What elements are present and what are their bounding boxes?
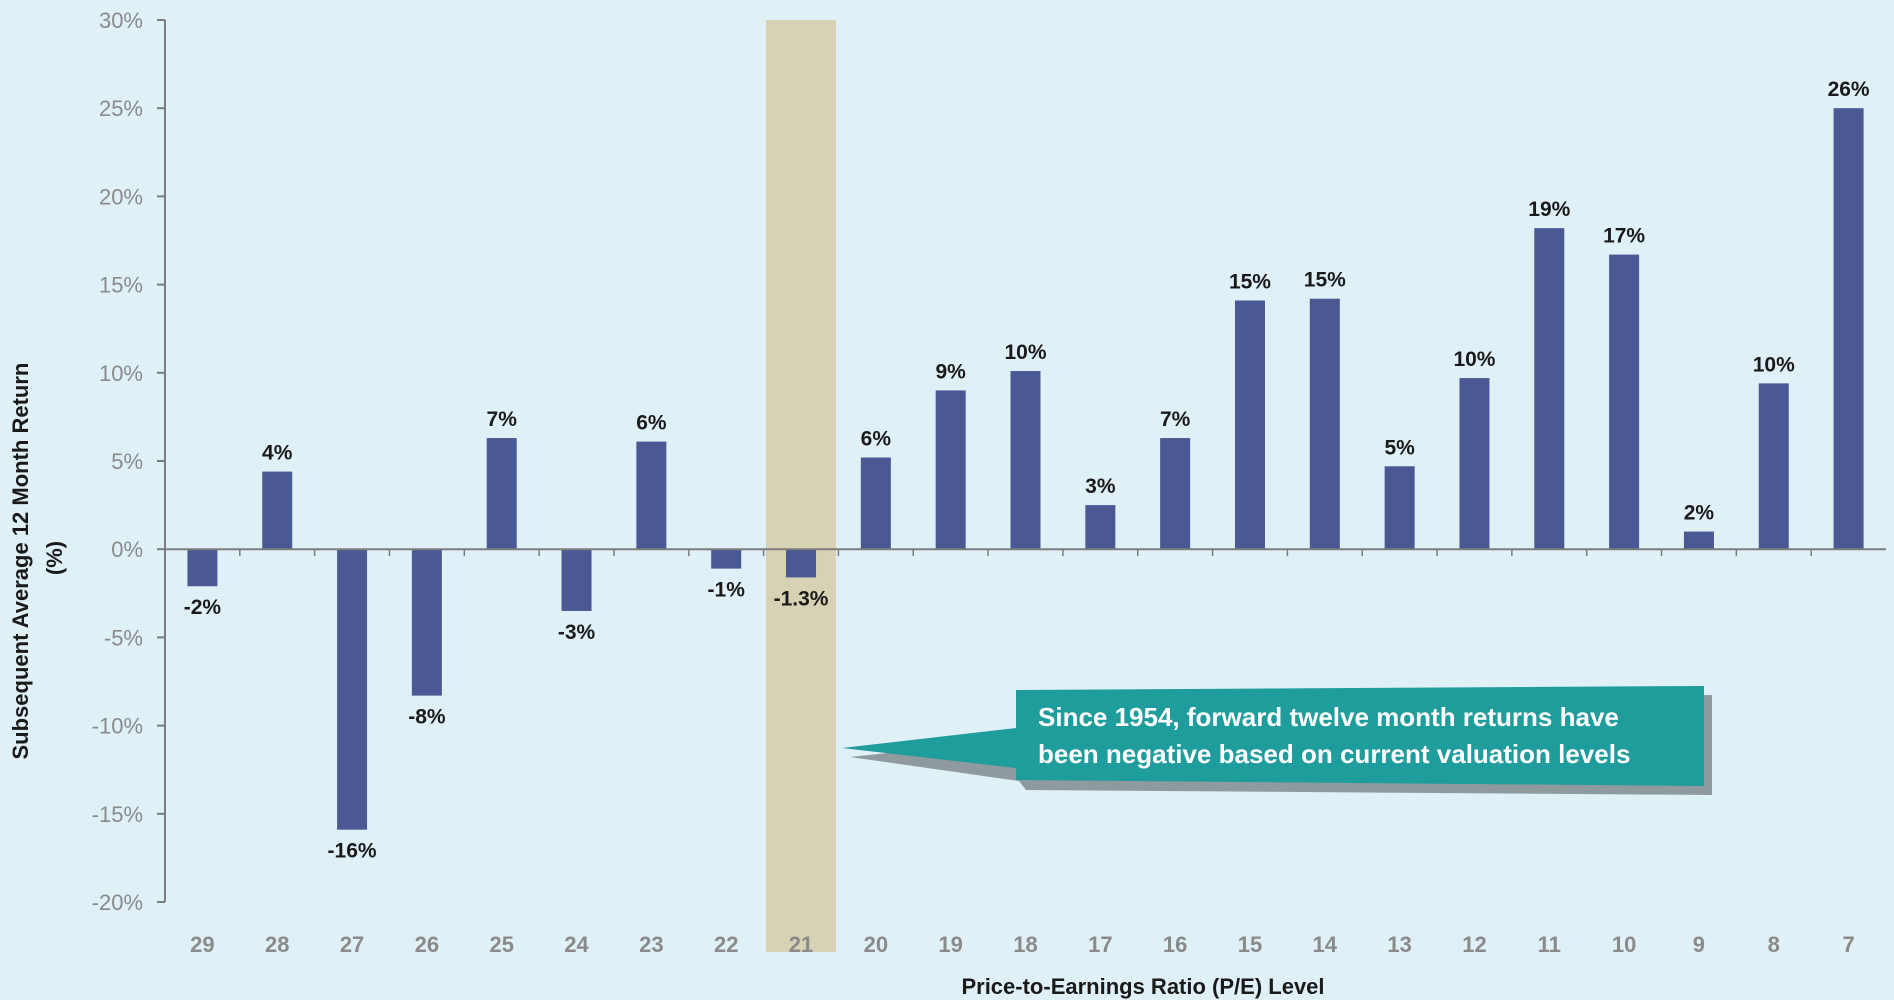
bar <box>262 471 293 550</box>
data-label: -3% <box>558 621 596 644</box>
y-tick-label: 0% <box>111 537 143 562</box>
data-labels-layer: -2% 4% -16% -8% 7% -3% 6% -1% -1.3% 6% 9% 10% 3% 7% 15… <box>184 78 1870 862</box>
callout-line-1: Since 1954, forward twelve month returns… <box>1038 702 1619 732</box>
x-tick-label: 21 <box>789 932 813 957</box>
data-label: -8% <box>408 706 446 729</box>
bar <box>711 549 742 569</box>
data-label: 19% <box>1528 198 1570 221</box>
highlight-band-layer <box>766 20 837 952</box>
y-axis-title-line-1: Subsequent Average 12 Month Return <box>8 363 33 760</box>
data-label: 2% <box>1684 502 1715 525</box>
data-label: 10% <box>1453 348 1495 371</box>
x-tick-label: 25 <box>489 932 513 957</box>
bar <box>935 390 966 550</box>
bar <box>337 549 368 830</box>
bar <box>1309 298 1340 550</box>
x-tick-label: 27 <box>340 932 364 957</box>
bar <box>786 549 817 578</box>
bar <box>1085 505 1116 550</box>
x-tick-label: 12 <box>1462 932 1486 957</box>
x-tick-label: 17 <box>1088 932 1112 957</box>
bar <box>1010 371 1041 550</box>
y-tick-label: -20% <box>92 890 143 915</box>
x-tick-label: 14 <box>1313 932 1338 957</box>
x-tick-label: 23 <box>639 932 663 957</box>
y-tick-label: 25% <box>99 96 143 121</box>
y-tick-label: 15% <box>99 273 143 298</box>
y-tick-label: 20% <box>99 184 143 209</box>
data-label: 7% <box>487 408 518 431</box>
bar <box>1234 300 1265 550</box>
callout-text: Since 1954, forward twelve month returns… <box>1038 702 1630 769</box>
y-tick-label: -15% <box>92 802 143 827</box>
x-tick-label: 10 <box>1612 932 1636 957</box>
x-tick-label: 9 <box>1693 932 1705 957</box>
callout-box <box>842 686 1704 786</box>
bar <box>561 549 592 611</box>
x-tick-label: 26 <box>415 932 439 957</box>
y-axis-title-line-2: (%) <box>42 541 67 575</box>
bar <box>411 549 442 696</box>
bar <box>1459 378 1490 550</box>
bar <box>1534 228 1565 550</box>
bar <box>636 441 667 550</box>
bar <box>1384 466 1415 550</box>
x-tick-label: 29 <box>190 932 214 957</box>
callout-line-2: been negative based on current valuation… <box>1038 739 1630 769</box>
data-label: 10% <box>1753 353 1795 376</box>
x-tick-label: 15 <box>1238 932 1262 957</box>
y-tick-label: -10% <box>92 714 143 739</box>
x-tick-label: 16 <box>1163 932 1187 957</box>
data-label: 9% <box>935 360 966 383</box>
x-tick-label: 13 <box>1387 932 1411 957</box>
x-tick-label: 7 <box>1842 932 1854 957</box>
bar <box>1758 383 1789 550</box>
data-label: 15% <box>1229 270 1271 293</box>
data-label: 15% <box>1304 269 1346 292</box>
axes-layer: 30% 25% 20% 15% 10% 5% 0% -5% -10% -15% -20% 29 28 27… <box>92 8 1886 957</box>
data-label: -2% <box>184 596 222 619</box>
y-tick-label: 5% <box>111 449 143 474</box>
y-tick-label: 30% <box>99 8 143 33</box>
data-label: 3% <box>1085 475 1116 498</box>
x-tick-label: 11 <box>1538 932 1561 957</box>
bar <box>1160 438 1191 550</box>
data-label: -16% <box>328 840 377 863</box>
y-tick-label: 10% <box>99 361 143 386</box>
data-label: 26% <box>1828 78 1870 101</box>
x-tick-label: 18 <box>1013 932 1037 957</box>
data-label: 17% <box>1603 225 1645 248</box>
x-tick-label: 8 <box>1768 932 1780 957</box>
data-label: -1% <box>708 579 746 602</box>
data-label: 10% <box>1004 341 1046 364</box>
y-axis-title-group: Subsequent Average 12 Month Return (%) <box>8 357 67 760</box>
x-tick-label: 19 <box>938 932 962 957</box>
highlight-band <box>766 20 837 952</box>
data-label: -1.3% <box>774 587 829 610</box>
y-axis-title: Subsequent Average 12 Month Return (%) <box>8 357 67 760</box>
data-label: 6% <box>636 412 667 435</box>
x-axis-title: Price-to-Earnings Ratio (P/E) Level <box>961 974 1324 999</box>
data-label: 5% <box>1384 436 1415 459</box>
x-tick-label: 22 <box>714 932 738 957</box>
data-label: 4% <box>262 442 293 465</box>
x-tick-label: 24 <box>564 932 589 957</box>
data-label: 6% <box>861 427 892 450</box>
x-tick-label: 28 <box>265 932 289 957</box>
bar <box>1833 108 1864 550</box>
data-label: 7% <box>1160 408 1191 431</box>
bar <box>187 549 218 587</box>
callout-annotation: Since 1954, forward twelve month returns… <box>842 686 1712 795</box>
bar <box>1609 254 1640 550</box>
bar <box>486 438 517 550</box>
bar <box>1683 531 1714 550</box>
bar <box>860 457 891 550</box>
bars-layer <box>187 108 1864 830</box>
x-tick-label: 20 <box>864 932 888 957</box>
y-tick-label: -5% <box>104 625 143 650</box>
